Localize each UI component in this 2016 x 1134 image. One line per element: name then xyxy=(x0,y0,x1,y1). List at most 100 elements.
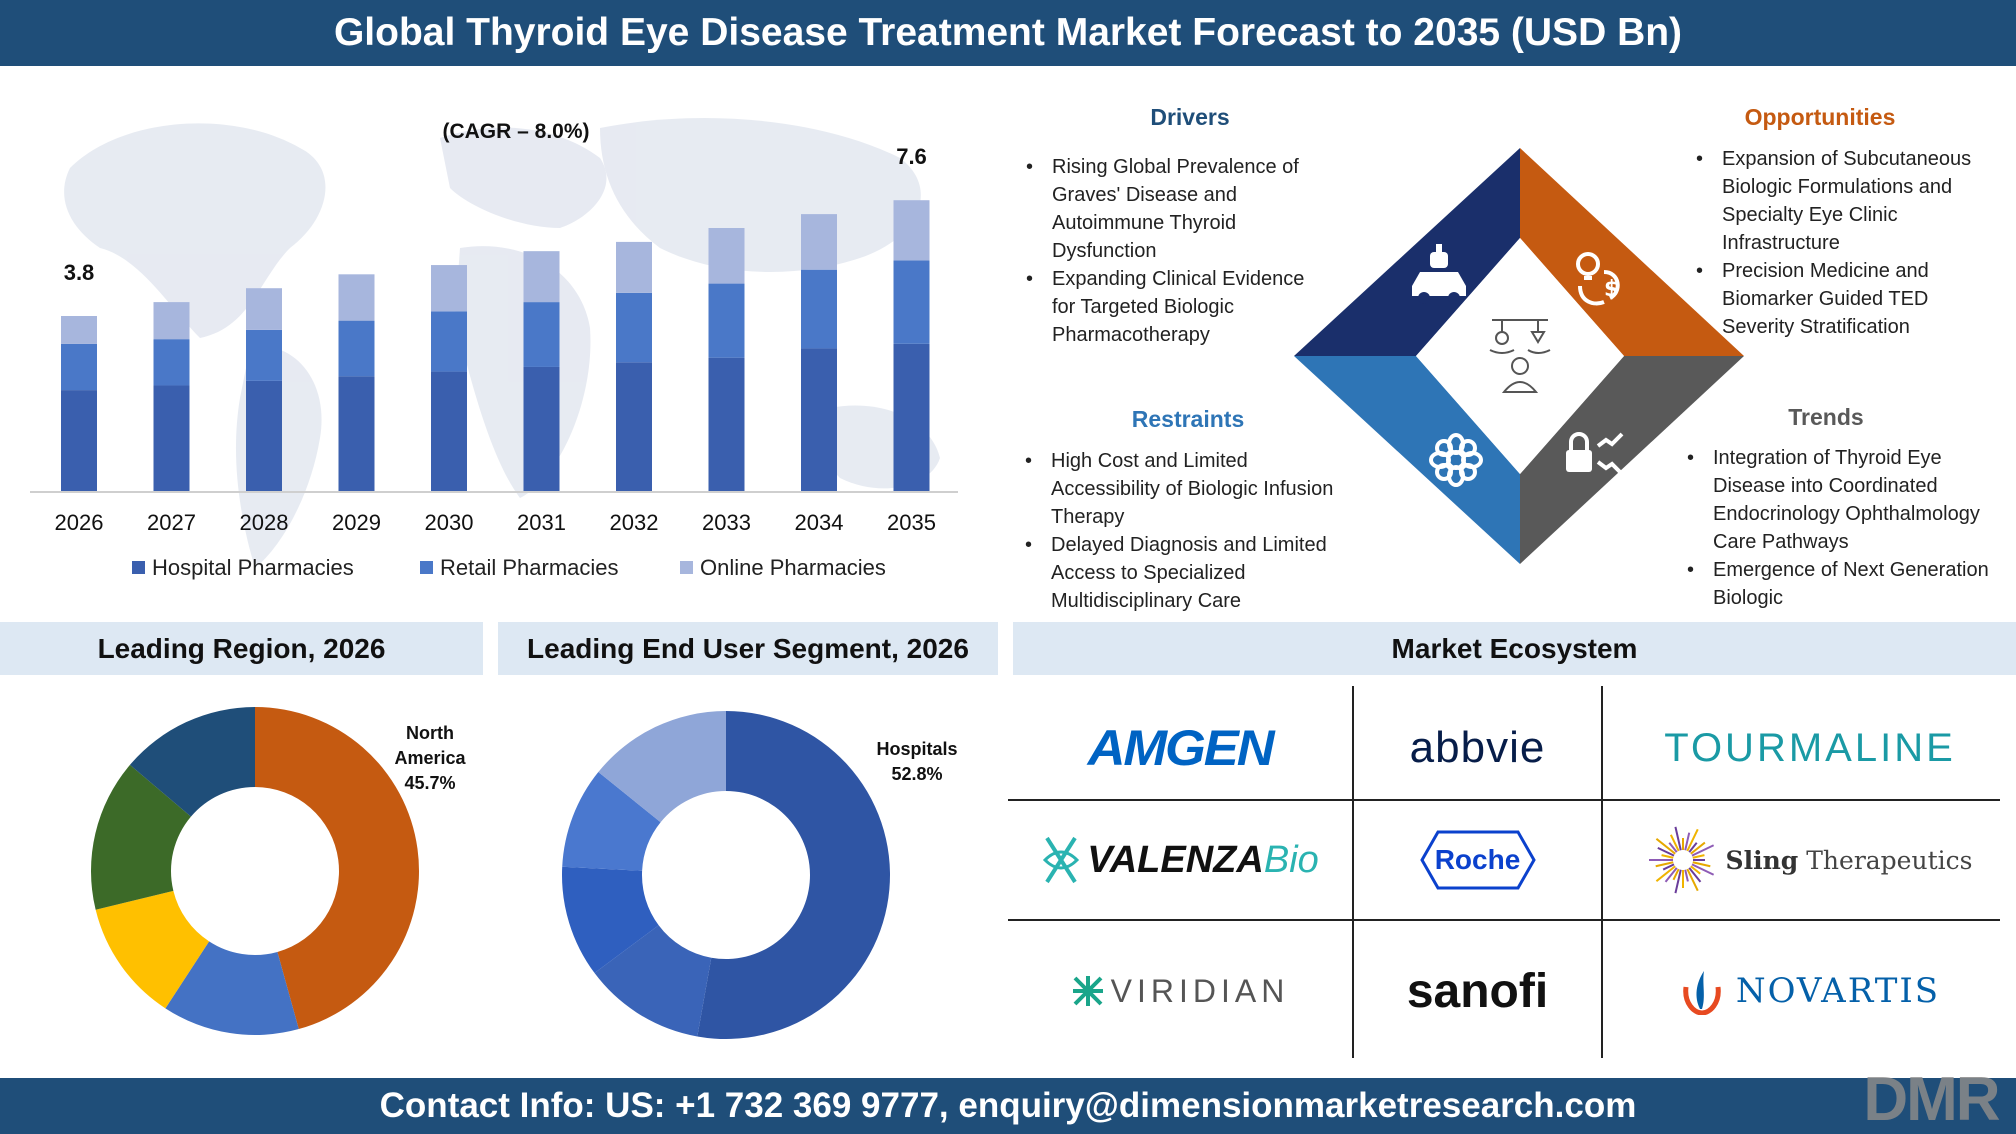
restraints-title: Restraints xyxy=(1131,406,1245,432)
sling-therapeutics-logo: Sling Therapeutics xyxy=(1605,804,2015,916)
leading-segment-band: Leading End User Segment, 2026 xyxy=(498,622,998,675)
chart-legend: Hospital Pharmacies Retail Pharmacies Onli… xyxy=(132,555,886,580)
x-tick-label: 2034 xyxy=(795,510,844,535)
donut-slice xyxy=(562,772,661,871)
bar-segment-hospital-pharmacies xyxy=(893,343,930,492)
bar-segment-online-pharmacies xyxy=(708,228,745,284)
x-tick-label: 2031 xyxy=(517,510,566,535)
x-tick-label: 2030 xyxy=(425,510,474,535)
drivers-list: Rising Global Prevalence of Graves' Dise… xyxy=(1022,153,1322,349)
opportunity-item: Precision Medicine and Biomarker Guided … xyxy=(1692,257,2002,341)
region-label-value: 45.7% xyxy=(404,773,456,793)
diamond-center xyxy=(1416,238,1624,474)
restraints-list: High Cost and Limited Accessibility of B… xyxy=(1021,447,1351,615)
tourmaline-logo-text: TOURMALINE xyxy=(1664,725,1956,770)
market-dynamics-diamond: $ xyxy=(1294,148,1744,564)
sanofi-logo-text: sanofi xyxy=(1406,964,1549,1018)
idea-money-icon: $ xyxy=(1576,252,1620,306)
bar-chart-canvas: 2026 2027 2028 2029 2030 2031 2032 2033 2034 2035… xyxy=(30,118,958,580)
grid-divider xyxy=(1601,686,1603,1058)
diamond-opportunities-quadrant xyxy=(1520,148,1744,356)
segment-donut-label: Hospitals 52.8% xyxy=(867,737,967,787)
restraint-item: High Cost and Limited Accessibility of B… xyxy=(1021,447,1351,531)
diamond-restraints-quadrant xyxy=(1294,356,1520,564)
donut-slice xyxy=(598,711,726,823)
grid-divider xyxy=(1352,686,1354,1058)
bar-segment-hospital-pharmacies xyxy=(616,362,652,492)
donut-slice xyxy=(91,764,191,910)
bar-segment-online-pharmacies xyxy=(61,316,97,344)
legend-swatch xyxy=(420,561,433,574)
bar-segment-hospital-pharmacies xyxy=(61,390,97,492)
bar-segment-retail-pharmacies xyxy=(523,302,560,367)
dmr-brand-logo: DMR xyxy=(1863,1065,2000,1134)
x-tick-labels: 2026 2027 2028 2029 2030 2031 2032 2033 2034 2035 xyxy=(55,510,936,535)
trend-item: Emergence of Next Generation Biologic xyxy=(1683,556,2008,612)
viridian-logo-text: VIRIDIAN xyxy=(1110,972,1290,1009)
legend-label: Online Pharmacies xyxy=(700,555,886,580)
region-donut-label: North America 45.7% xyxy=(380,721,480,796)
drivers-title: Drivers xyxy=(1150,104,1230,130)
sanofi-logo: sanofi xyxy=(1356,924,1599,1058)
bar-segment-hospital-pharmacies xyxy=(708,357,745,492)
bar-segment-retail-pharmacies xyxy=(616,292,652,363)
contact-footer: Contact Info: US: +1 732 369 9777, enqui… xyxy=(0,1078,2016,1134)
bar-segment-retail-pharmacies xyxy=(153,339,190,386)
segment-label-value: 52.8% xyxy=(891,764,943,784)
valenza-logo-text: VALENZA xyxy=(1087,838,1264,881)
bar-segment-online-pharmacies xyxy=(801,214,837,270)
bar-segment-online-pharmacies xyxy=(153,302,190,340)
donut-slice xyxy=(697,711,891,1039)
bar-segment-hospital-pharmacies xyxy=(431,371,467,492)
novartis-flame-icon xyxy=(1683,971,1721,1015)
x-tick-label: 2026 xyxy=(55,510,104,535)
viridian-mark-icon xyxy=(1072,976,1103,1006)
contact-info: Contact Info: US: +1 732 369 9777, enqui… xyxy=(379,1086,1637,1125)
bar-segment-online-pharmacies xyxy=(616,241,652,293)
sling-logo-suffix: Therapeutics xyxy=(1806,845,1973,875)
bar-segment-online-pharmacies xyxy=(523,251,560,303)
svg-text:$: $ xyxy=(1604,277,1619,302)
abbvie-logo: abbvie xyxy=(1356,700,1599,796)
opportunity-item: Expansion of Subcutaneous Biologic Formu… xyxy=(1692,145,2002,257)
opportunities-title: Opportunities xyxy=(1744,104,1896,130)
x-tick-label: 2035 xyxy=(887,510,936,535)
abbvie-logo-text: abbvie xyxy=(1409,723,1546,772)
bar-segment-online-pharmacies xyxy=(338,274,375,321)
bar-segment-retail-pharmacies xyxy=(338,320,375,377)
donut-slice xyxy=(562,866,659,974)
bar-segment-retail-pharmacies xyxy=(893,260,930,344)
ai-person-icon xyxy=(1489,319,1551,393)
valenza-mark-icon xyxy=(1043,836,1080,884)
legend-swatch xyxy=(132,561,145,574)
bar-segment-hospital-pharmacies xyxy=(246,380,282,492)
legend-swatch xyxy=(680,561,693,574)
bar-segment-retail-pharmacies xyxy=(801,269,837,349)
donut-slice xyxy=(129,707,255,817)
trends-list: Integration of Thyroid Eye Disease into … xyxy=(1683,444,2008,612)
bar-segment-retail-pharmacies xyxy=(61,343,97,391)
bar-segment-retail-pharmacies xyxy=(708,283,745,358)
diamond-trends-quadrant xyxy=(1520,356,1744,564)
x-tick-label: 2032 xyxy=(610,510,659,535)
bar-segment-online-pharmacies xyxy=(431,265,467,312)
bars-layer xyxy=(61,200,930,492)
valenza-bio-logo: VALENZA Bio xyxy=(1010,804,1350,916)
novartis-logo-text: NOVARTIS xyxy=(1735,971,1941,1011)
donut-slice xyxy=(95,890,210,1009)
amgen-logo: AMGEN xyxy=(1010,700,1350,796)
roche-logo: Roche xyxy=(1356,804,1599,916)
region-donut-chart xyxy=(91,707,419,1035)
driver-item: Expanding Clinical Evidence for Targeted… xyxy=(1022,265,1322,349)
flower-icon xyxy=(1429,433,1483,487)
viridian-logo: VIRIDIAN xyxy=(1010,924,1350,1058)
leading-region-band: Leading Region, 2026 xyxy=(0,622,483,675)
x-tick-label: 2029 xyxy=(332,510,381,535)
restraint-item: Delayed Diagnosis and Limited Access to … xyxy=(1021,531,1351,615)
cagr-annotation: (CAGR – 8.0%) xyxy=(442,120,589,143)
trend-item: Integration of Thyroid Eye Disease into … xyxy=(1683,444,2008,556)
donut-slice xyxy=(165,941,299,1035)
market-ecosystem-band: Market Ecosystem xyxy=(1013,622,2016,675)
opportunities-list: Expansion of Subcutaneous Biologic Formu… xyxy=(1692,145,2002,341)
donut-slice xyxy=(255,707,419,1030)
